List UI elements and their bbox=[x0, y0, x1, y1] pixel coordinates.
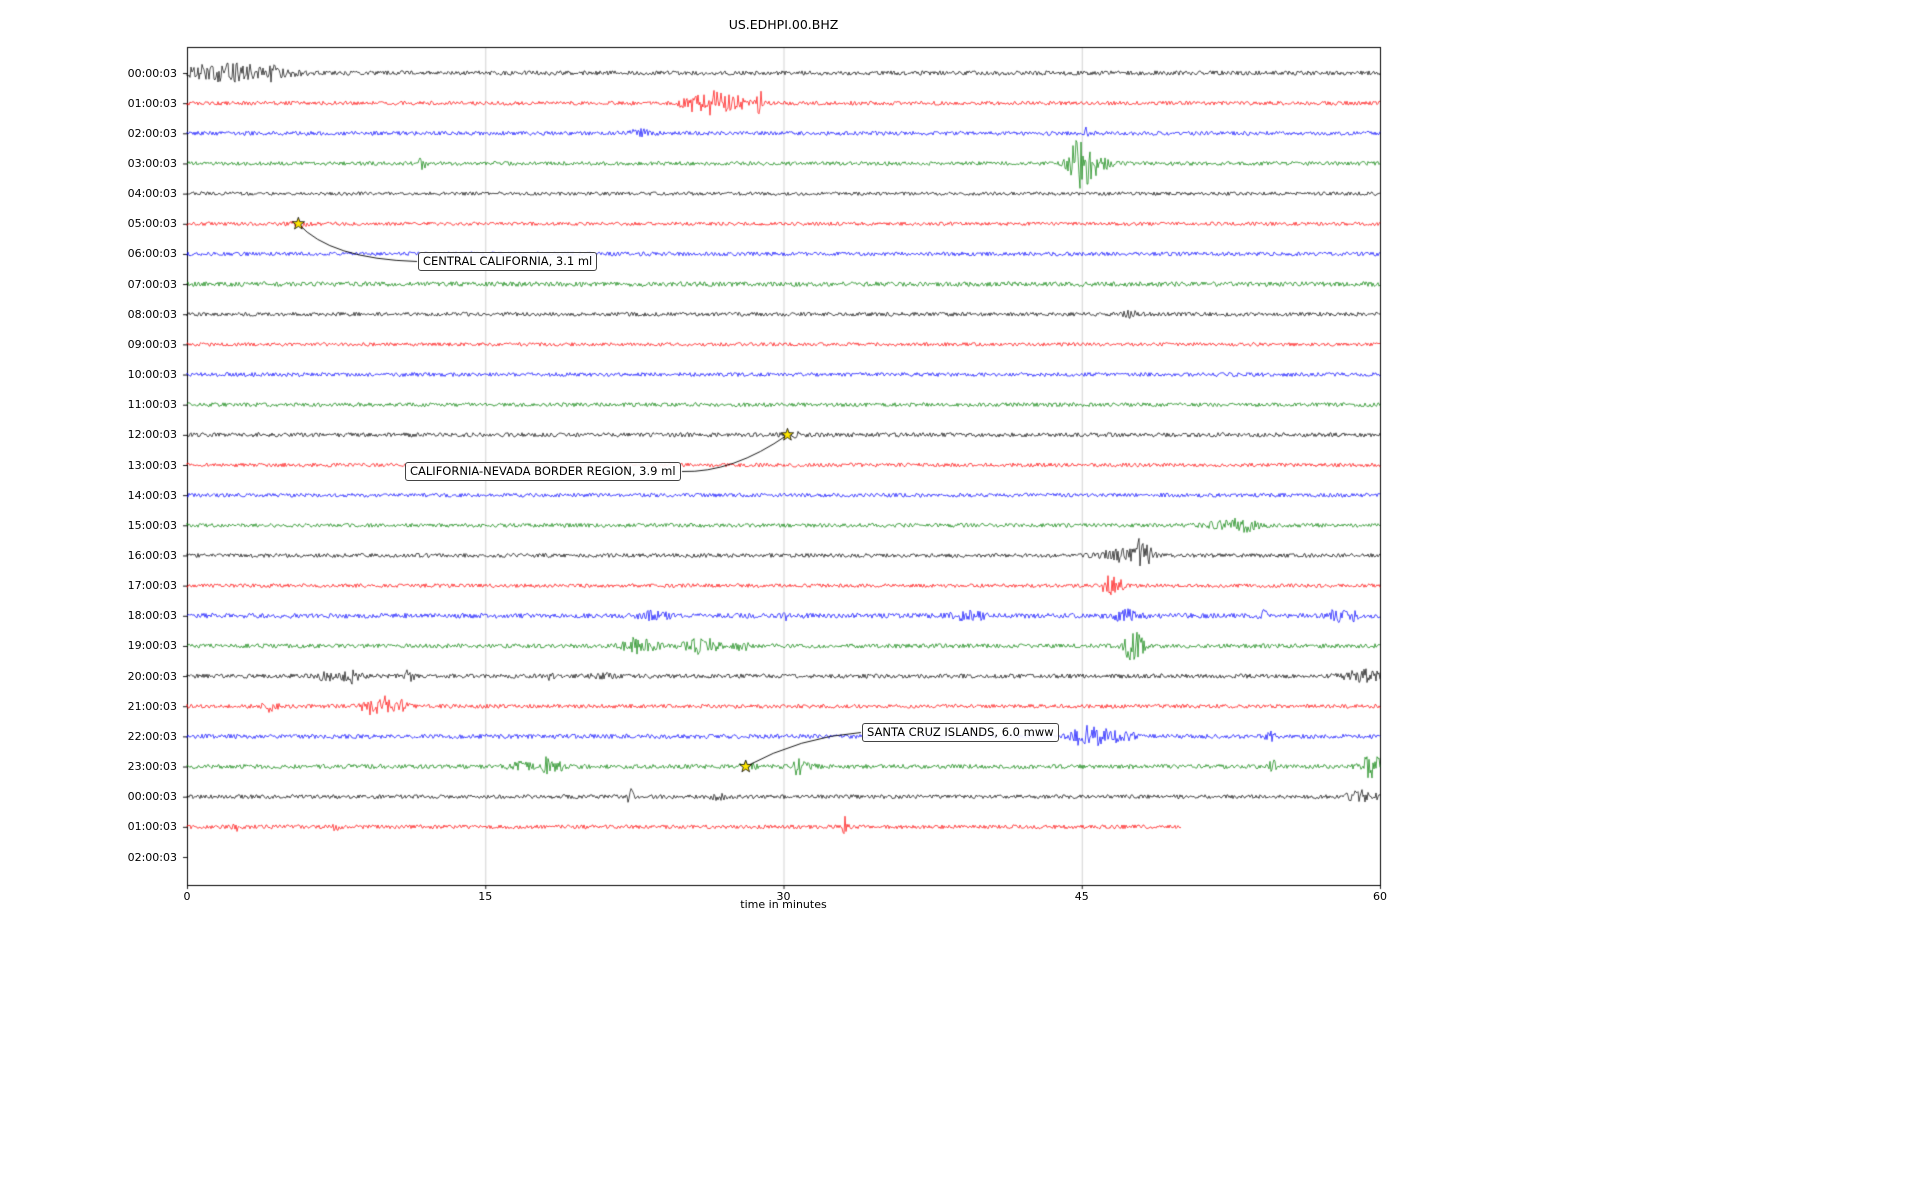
y-tick-label: 13:00:03 bbox=[127, 458, 177, 472]
y-tick-label: 01:00:03 bbox=[127, 820, 177, 834]
y-tick-label: 19:00:03 bbox=[127, 639, 177, 653]
y-tick-label: 14:00:03 bbox=[127, 488, 177, 502]
y-tick-label: 18:00:03 bbox=[127, 609, 177, 623]
event-annotation-california-nevada-border: CALIFORNIA-NEVADA BORDER REGION, 3.9 ml bbox=[405, 462, 681, 481]
y-tick-label: 12:00:03 bbox=[127, 428, 177, 442]
y-tick-label: 01:00:03 bbox=[127, 96, 177, 110]
y-tick-label: 08:00:03 bbox=[127, 307, 177, 321]
x-tick-label: 0 bbox=[183, 890, 191, 903]
event-annotation-santa-cruz-islands: SANTA CRUZ ISLANDS, 6.0 mww bbox=[862, 723, 1059, 742]
y-tick-label: 03:00:03 bbox=[127, 156, 177, 170]
y-tick-label: 20:00:03 bbox=[127, 669, 177, 683]
y-tick-label: 21:00:03 bbox=[127, 699, 177, 713]
y-tick-label: 17:00:03 bbox=[127, 579, 177, 593]
y-tick-label: 10:00:03 bbox=[127, 368, 177, 382]
y-tick-label: 04:00:03 bbox=[127, 187, 177, 201]
y-tick-label: 05:00:03 bbox=[127, 217, 177, 231]
y-tick-label: 22:00:03 bbox=[127, 729, 177, 743]
y-tick-label: 07:00:03 bbox=[127, 277, 177, 291]
y-tick-label: 15:00:03 bbox=[127, 518, 177, 532]
x-tick-label: 15 bbox=[478, 890, 493, 903]
y-tick-label: 23:00:03 bbox=[127, 760, 177, 774]
y-tick-label: 16:00:03 bbox=[127, 548, 177, 562]
y-tick-label: 00:00:03 bbox=[127, 66, 177, 80]
y-tick-label: 02:00:03 bbox=[127, 126, 177, 140]
x-tick-label: 45 bbox=[1074, 890, 1089, 903]
y-tick-label: 00:00:03 bbox=[127, 790, 177, 804]
x-tick-label: 60 bbox=[1373, 890, 1387, 903]
x-axis-label: time in minutes bbox=[740, 898, 827, 911]
y-tick-label: 11:00:03 bbox=[127, 398, 177, 412]
event-annotation-central-california: CENTRAL CALIFORNIA, 3.1 ml bbox=[418, 252, 598, 271]
y-tick-label: 09:00:03 bbox=[127, 337, 177, 351]
y-tick-label: 06:00:03 bbox=[127, 247, 177, 261]
x-tick-label: 30 bbox=[776, 890, 791, 903]
plot-title: US.EDHPI.00.BHZ bbox=[728, 17, 839, 32]
y-tick-label: 02:00:03 bbox=[127, 850, 177, 864]
